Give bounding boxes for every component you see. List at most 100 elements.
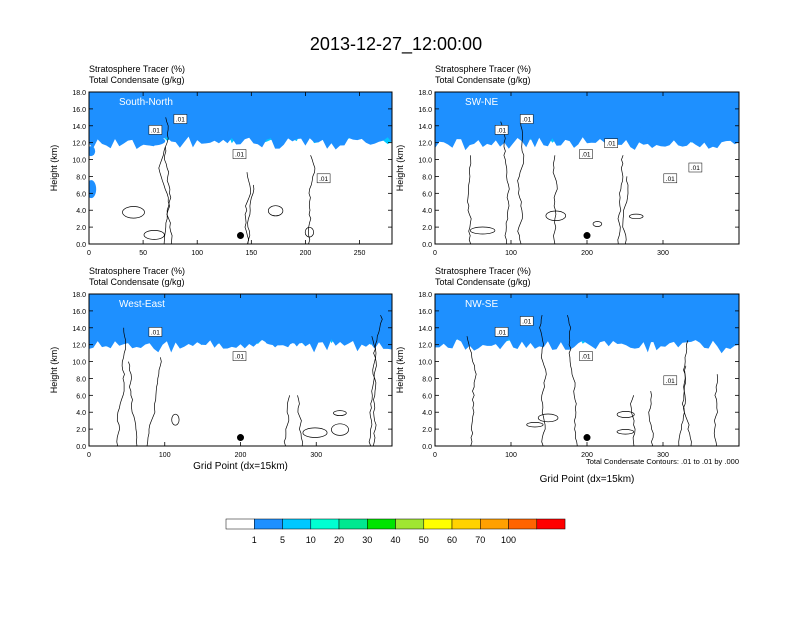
colorbar-label: 10 bbox=[306, 535, 316, 545]
condensate-contour bbox=[371, 336, 377, 446]
condensate-contour bbox=[683, 340, 692, 446]
tracer-patch bbox=[606, 130, 631, 140]
condensate-contour bbox=[122, 206, 145, 219]
y-tick-label: 16.0 bbox=[72, 107, 86, 114]
colorbar-cell bbox=[451, 518, 481, 530]
contour-label-box bbox=[579, 149, 593, 159]
contour-label: Total Condensate (g/kg) bbox=[435, 75, 531, 85]
condensate-contour bbox=[467, 155, 472, 244]
contour-label-box bbox=[519, 316, 534, 326]
contour-label-text: .01 bbox=[235, 152, 244, 159]
field-label: Stratosphere Tracer (%) bbox=[89, 64, 185, 74]
tracer-band bbox=[435, 92, 739, 151]
x-axis-label: Grid Point (dx=15km) bbox=[193, 461, 288, 472]
colorbar-cell bbox=[508, 518, 537, 530]
panel-title: SW-NE bbox=[465, 97, 498, 108]
x-tick-label: 200 bbox=[581, 452, 593, 459]
panel-2: Stratosphere Tracer (%)Total Condensate … bbox=[395, 64, 740, 257]
contour-label-text: .01 bbox=[666, 176, 675, 183]
condensate-contour bbox=[302, 427, 328, 438]
tracer-patch bbox=[526, 125, 558, 135]
x-tick-label: 100 bbox=[159, 452, 171, 459]
tracer-patch bbox=[641, 332, 665, 340]
colorbar-cell bbox=[367, 518, 396, 530]
condensate-contour bbox=[128, 361, 138, 446]
y-tick-label: 2.0 bbox=[76, 225, 86, 232]
contour-label-text: .01 bbox=[666, 378, 675, 385]
contour-label-text: .01 bbox=[581, 354, 590, 361]
condensate-contour bbox=[283, 395, 291, 446]
condensate-contour bbox=[244, 172, 251, 244]
y-tick-label: 18.0 bbox=[418, 90, 432, 97]
panel-title: South-North bbox=[119, 97, 173, 108]
contour-label: Total Condensate (g/kg) bbox=[435, 277, 531, 287]
condensate-contour bbox=[539, 315, 547, 446]
contour-label-text: .01 bbox=[522, 117, 531, 124]
x-tick-label: 0 bbox=[87, 452, 91, 459]
condensate-contour bbox=[592, 221, 603, 227]
tracer-patch bbox=[265, 339, 293, 346]
condensate-contour bbox=[331, 423, 349, 436]
condensate-contour bbox=[526, 422, 544, 428]
condensate-contour bbox=[552, 155, 558, 244]
y-tick-label: 8.0 bbox=[422, 376, 432, 383]
x-tick-label: 0 bbox=[433, 250, 437, 257]
y-tick-label: 12.0 bbox=[418, 141, 432, 148]
panel-title: West-East bbox=[119, 299, 165, 310]
y-tick-label: 16.0 bbox=[418, 107, 432, 114]
y-tick-label: 12.0 bbox=[72, 141, 86, 148]
y-tick-label: 4.0 bbox=[422, 208, 432, 215]
condensate-contour bbox=[143, 230, 165, 240]
y-tick-label: 0.0 bbox=[76, 242, 86, 249]
location-marker bbox=[237, 434, 244, 442]
contour-label-text: .01 bbox=[522, 319, 531, 326]
y-tick-label: 6.0 bbox=[422, 191, 432, 198]
x-tick-label: 300 bbox=[657, 452, 669, 459]
condensate-contour bbox=[368, 314, 383, 446]
y-tick-label: 4.0 bbox=[422, 410, 432, 417]
contour-label: Total Condensate (g/kg) bbox=[89, 277, 185, 287]
y-tick-label: 14.0 bbox=[72, 124, 86, 131]
contour-label-text: .01 bbox=[607, 141, 616, 148]
contour-label-box bbox=[494, 125, 509, 135]
colorbar-cell bbox=[282, 518, 311, 530]
field-label: Stratosphere Tracer (%) bbox=[435, 64, 531, 74]
contour-label: Total Condensate (g/kg) bbox=[89, 75, 185, 85]
condensate-contour bbox=[304, 226, 314, 238]
contour-label-box bbox=[232, 351, 247, 361]
y-tick-label: 2.0 bbox=[76, 427, 86, 434]
colorbar-cell bbox=[423, 518, 453, 530]
colorbar-cell bbox=[254, 518, 283, 530]
y-tick-label: 6.0 bbox=[422, 393, 432, 400]
condensate-contour bbox=[158, 146, 173, 244]
y-tick-label: 6.0 bbox=[76, 191, 86, 198]
condensate-contour bbox=[517, 117, 525, 244]
y-tick-label: 18.0 bbox=[72, 292, 86, 299]
y-tick-label: 10.0 bbox=[72, 360, 86, 367]
y-tick-label: 0.0 bbox=[76, 444, 86, 451]
y-tick-label: 10.0 bbox=[418, 360, 432, 367]
y-tick-label: 2.0 bbox=[422, 427, 432, 434]
tracer-patch bbox=[276, 131, 298, 139]
contour-label-text: .01 bbox=[581, 152, 590, 159]
x-tick-label: 300 bbox=[657, 250, 669, 257]
location-marker bbox=[237, 232, 244, 240]
condensate-contour bbox=[616, 429, 635, 435]
colorbar-cell bbox=[225, 518, 255, 530]
contour-label-box bbox=[579, 351, 593, 361]
field-label: Stratosphere Tracer (%) bbox=[435, 266, 531, 276]
contour-label-box bbox=[688, 162, 703, 173]
figure-title: 2013-12-27_12:00:00 bbox=[310, 34, 482, 55]
tracer-band bbox=[435, 294, 739, 354]
contour-note: Total Condensate Contours: .01 to .01 by… bbox=[586, 457, 739, 466]
condensate-contour bbox=[247, 184, 255, 244]
condensate-contour bbox=[307, 155, 316, 244]
y-tick-label: 12.0 bbox=[72, 343, 86, 350]
tracer-patch bbox=[89, 146, 96, 157]
x-tick-label: 150 bbox=[245, 250, 257, 257]
y-tick-label: 10.0 bbox=[418, 158, 432, 165]
colorbar-cell bbox=[338, 518, 368, 530]
condensate-contour bbox=[469, 226, 496, 235]
condensate-contour bbox=[616, 411, 635, 418]
